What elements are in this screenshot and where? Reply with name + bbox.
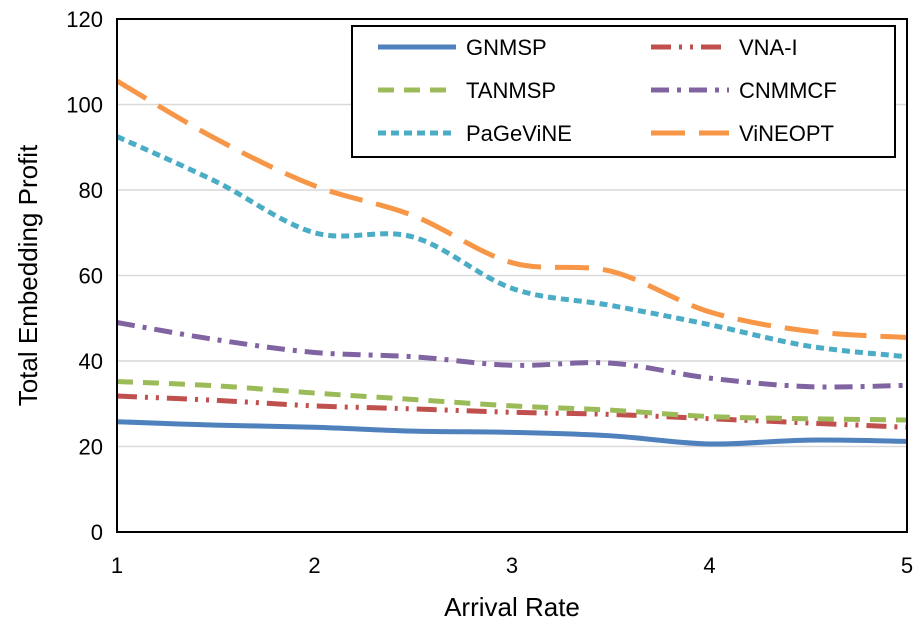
y-tick-label: 60 bbox=[79, 264, 103, 289]
legend-label: PaGeViNE bbox=[466, 121, 572, 146]
y-tick-label: 100 bbox=[66, 93, 103, 118]
y-axis-label: Total Embedding Profit bbox=[13, 144, 43, 406]
x-tick-label: 2 bbox=[308, 553, 320, 578]
x-tick-label: 5 bbox=[901, 553, 913, 578]
x-tick-label: 1 bbox=[111, 553, 123, 578]
x-tick-label: 3 bbox=[506, 553, 518, 578]
x-axis-label: Arrival Rate bbox=[444, 592, 580, 622]
y-tick-label: 80 bbox=[79, 178, 103, 203]
y-axis-ticks: 0 20 40 60 80 100 120 bbox=[66, 7, 103, 545]
series-layer bbox=[115, 78, 908, 447]
series-line-gnmsp bbox=[116, 419, 908, 447]
series-line-vineopt bbox=[115, 78, 908, 340]
legend-label: GNMSP bbox=[466, 35, 547, 60]
series-line-pagevine bbox=[115, 134, 908, 360]
legend-label: CNMMCF bbox=[739, 78, 837, 103]
y-tick-label: 20 bbox=[79, 435, 103, 460]
x-axis-ticks: 1 2 3 4 5 bbox=[111, 553, 913, 578]
series-line-vna-i bbox=[116, 393, 908, 430]
y-tick-label: 0 bbox=[91, 520, 103, 545]
legend-label: VNA-I bbox=[739, 35, 798, 60]
plot-area-frame bbox=[116, 18, 908, 533]
legend: GNMSP VNA-I TANMSP CNMMCF PaGeViNE ViNEOPT bbox=[351, 25, 896, 158]
legend-label: ViNEOPT bbox=[739, 121, 834, 146]
series-line-cnmmcf bbox=[116, 320, 908, 390]
y-tick-label: 120 bbox=[66, 7, 103, 32]
x-tick-label: 4 bbox=[703, 553, 715, 578]
series-line-tanmsp bbox=[116, 379, 908, 423]
y-tick-label: 40 bbox=[79, 349, 103, 374]
legend-label: TANMSP bbox=[466, 78, 556, 103]
